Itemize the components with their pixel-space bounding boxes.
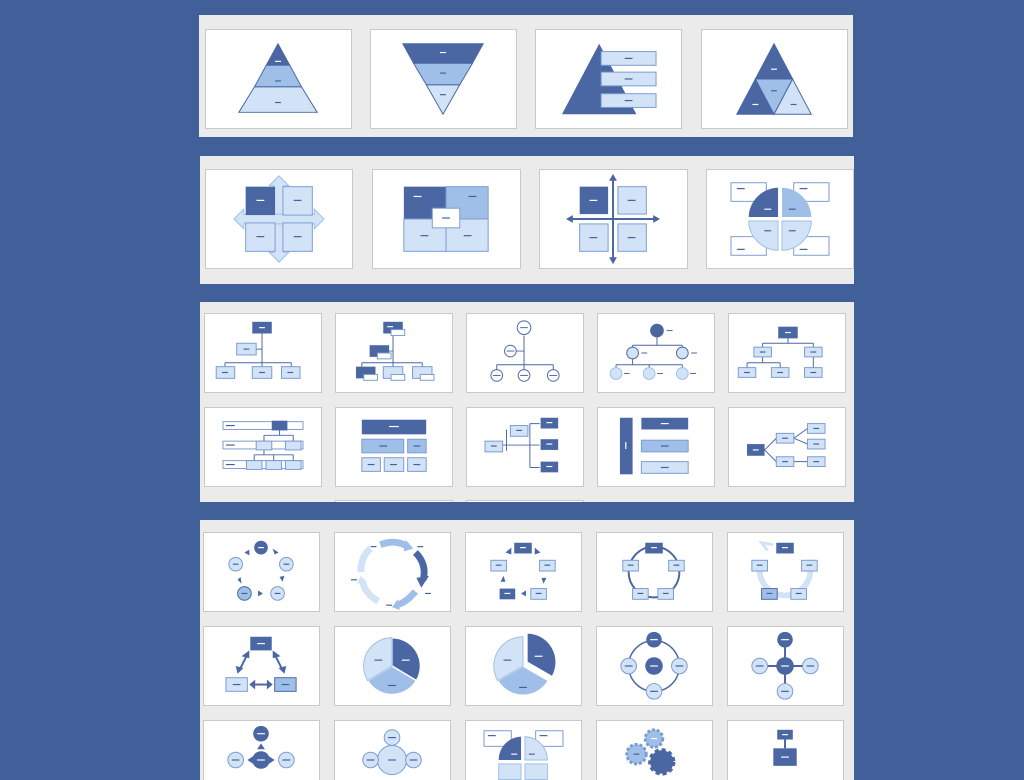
- block-cycle-graphic: [622, 542, 685, 600]
- name-and-title-org-chart-graphic: [355, 321, 435, 381]
- text-cycle-thumb[interactable]: [465, 532, 582, 612]
- segmented-cycle-arrows-graphic: [225, 636, 297, 692]
- gear-thumb[interactable]: [596, 720, 713, 780]
- continuous-cycle-graphic: [351, 538, 432, 611]
- circle-picture-hierarchy-thumb[interactable]: [466, 313, 584, 393]
- inverted-pyramid-graphic: [402, 43, 485, 116]
- diverging-radial-graphic: [227, 725, 295, 769]
- pyramid-list-graphic: [561, 43, 657, 115]
- diverging-radial-thumb[interactable]: [203, 720, 320, 780]
- basic-radial-graphic: [751, 631, 819, 700]
- hierarchy-row3-thumb-1[interactable]: [335, 500, 453, 502]
- name-and-title-org-chart-thumb[interactable]: [335, 313, 453, 393]
- basic-matrix-graphic: [233, 175, 325, 263]
- nondirectional-cycle-thumb[interactable]: [727, 532, 844, 612]
- radial-cycle-graphic: [620, 631, 688, 700]
- titled-matrix-graphic: [403, 186, 489, 252]
- cycle-matrix-2-graphic: [483, 730, 564, 780]
- picture-org-chart-graphic: [609, 323, 697, 380]
- basic-cycle-graphic: [228, 540, 294, 601]
- matrix-layouts-panel: [200, 156, 854, 284]
- radial-venn-thumb[interactable]: [334, 720, 451, 780]
- labeled-hierarchy-graphic: [222, 420, 304, 470]
- table-hierarchy-thumb[interactable]: [335, 407, 453, 487]
- segmented-cycle-arrows-thumb[interactable]: [203, 626, 320, 706]
- converging-radial-graphic: [773, 729, 797, 766]
- horizontal-multi-level-hierarchy-thumb[interactable]: [728, 407, 846, 487]
- segmented-pie-thumb[interactable]: [465, 626, 582, 706]
- grid-matrix-graphic: [565, 173, 661, 265]
- radial-cycle-thumb[interactable]: [596, 626, 713, 706]
- basic-pyramid-thumb[interactable]: [205, 29, 352, 129]
- titled-matrix-thumb[interactable]: [372, 169, 521, 269]
- basic-pie-thumb[interactable]: [334, 626, 451, 706]
- horizontal-multi-level-hierarchy-graphic: [747, 423, 826, 467]
- horizontal-hierarchy-graphic: [484, 417, 559, 473]
- cycle-layouts-panel: [200, 520, 854, 780]
- segmented-pyramid-thumb[interactable]: [701, 29, 848, 129]
- labeled-hierarchy-thumb[interactable]: [204, 407, 322, 487]
- cycle-matrix-thumb[interactable]: [706, 169, 854, 269]
- hierarchy-thumb[interactable]: [728, 313, 846, 393]
- hierarchy-row3-thumb-2[interactable]: [466, 500, 584, 502]
- radial-venn-graphic: [362, 729, 422, 776]
- organization-chart-graphic: [215, 321, 301, 379]
- basic-radial-thumb[interactable]: [727, 626, 844, 706]
- grid-matrix-thumb[interactable]: [539, 169, 688, 269]
- hierarchy-list-graphic: [619, 417, 689, 475]
- cycle-matrix-2-thumb[interactable]: [465, 720, 582, 780]
- horizontal-hierarchy-thumb[interactable]: [466, 407, 584, 487]
- picture-org-chart-thumb[interactable]: [597, 313, 715, 393]
- block-cycle-thumb[interactable]: [596, 532, 713, 612]
- inverted-pyramid-thumb[interactable]: [370, 29, 517, 129]
- segmented-pyramid-graphic: [735, 42, 813, 116]
- pyramid-list-thumb[interactable]: [535, 29, 682, 129]
- converging-radial-thumb[interactable]: [727, 720, 844, 780]
- nondirectional-cycle-graphic: [751, 540, 818, 600]
- basic-pyramid-graphic: [237, 42, 319, 113]
- basic-cycle-thumb[interactable]: [203, 532, 320, 612]
- text-cycle-graphic: [490, 542, 556, 600]
- circle-picture-hierarchy-graphic: [490, 320, 560, 382]
- hierarchy-graphic: [737, 326, 823, 378]
- hierarchy-list-thumb[interactable]: [597, 407, 715, 487]
- table-hierarchy-graphic: [361, 419, 427, 472]
- gear-graphic: [625, 728, 676, 776]
- continuous-cycle-thumb[interactable]: [334, 532, 451, 612]
- hierarchy-layouts-panel: [200, 302, 854, 502]
- organization-chart-thumb[interactable]: [204, 313, 322, 393]
- basic-pie-graphic: [363, 636, 422, 696]
- pyramid-layouts-panel: [199, 15, 853, 137]
- segmented-pie-graphic: [493, 632, 557, 697]
- basic-matrix-thumb[interactable]: [205, 169, 353, 269]
- cycle-matrix-graphic: [730, 182, 830, 256]
